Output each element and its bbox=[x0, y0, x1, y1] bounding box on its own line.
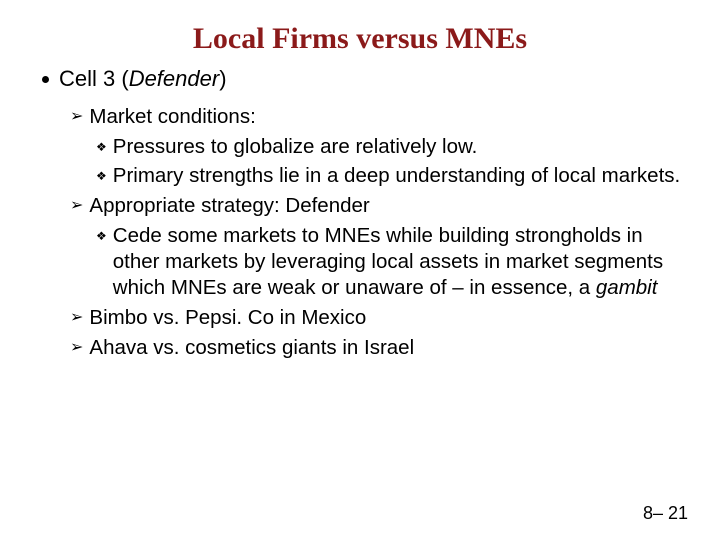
chevron-icon: ➢ bbox=[70, 338, 83, 358]
level1-text: Cell 3 (Defender) bbox=[59, 66, 227, 92]
lvl1-suffix: ) bbox=[219, 66, 226, 91]
lvl3-italic: gambit bbox=[596, 276, 658, 299]
level3-text: Pressures to globalize are relatively lo… bbox=[113, 134, 478, 160]
level2-text: Appropriate strategy: Defender bbox=[89, 193, 369, 219]
bullet-level2: ➢ Ahava vs. cosmetics giants in Israel bbox=[70, 335, 690, 361]
bullet-level3: ❖ Pressures to globalize are relatively … bbox=[96, 134, 690, 160]
level3-text: Cede some markets to MNEs while building… bbox=[113, 223, 690, 302]
diamond-icon: ❖ bbox=[96, 229, 107, 244]
level3-text: Primary strengths lie in a deep understa… bbox=[113, 163, 680, 189]
dot-icon bbox=[42, 76, 49, 83]
slide-content: Cell 3 (Defender) ➢ Market conditions: ❖… bbox=[0, 66, 720, 361]
level2-text: Market conditions: bbox=[89, 104, 255, 130]
chevron-icon: ➢ bbox=[70, 107, 83, 127]
diamond-icon: ❖ bbox=[96, 140, 107, 155]
page-number: 8– 21 bbox=[643, 503, 688, 524]
lvl1-italic: Defender bbox=[129, 66, 220, 91]
bullet-level2: ➢ Bimbo vs. Pepsi. Co in Mexico bbox=[70, 305, 690, 331]
bullet-level2: ➢ Appropriate strategy: Defender bbox=[70, 193, 690, 219]
level2-text: Ahava vs. cosmetics giants in Israel bbox=[89, 335, 414, 361]
bullet-level2: ➢ Market conditions: bbox=[70, 104, 690, 130]
bullet-level3: ❖ Cede some markets to MNEs while buildi… bbox=[96, 223, 690, 302]
level2-text: Bimbo vs. Pepsi. Co in Mexico bbox=[89, 305, 366, 331]
diamond-icon: ❖ bbox=[96, 169, 107, 184]
slide-title: Local Firms versus MNEs bbox=[0, 0, 720, 66]
bullet-level3: ❖ Primary strengths lie in a deep unders… bbox=[96, 163, 690, 189]
lvl1-prefix: Cell 3 ( bbox=[59, 66, 129, 91]
bullet-level1: Cell 3 (Defender) bbox=[42, 66, 690, 92]
chevron-icon: ➢ bbox=[70, 308, 83, 328]
lvl3-prefix: Cede some markets to MNEs while building… bbox=[113, 224, 663, 299]
chevron-icon: ➢ bbox=[70, 196, 83, 216]
